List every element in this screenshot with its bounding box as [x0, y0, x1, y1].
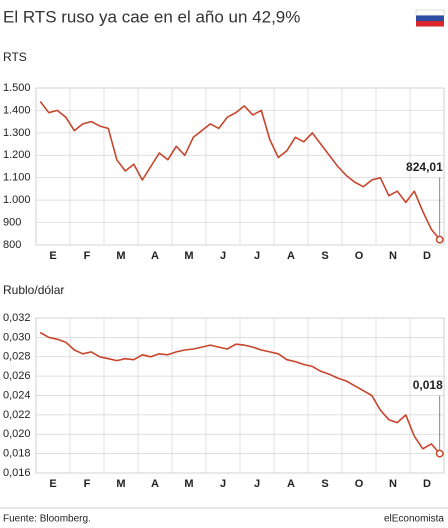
y-tick-label: 0,032: [3, 312, 31, 324]
y-tick-label: 1.200: [3, 149, 31, 161]
x-tick-label: M: [184, 250, 193, 262]
x-tick-label: O: [355, 478, 364, 490]
annotation-label: 0,018: [413, 378, 443, 392]
y-tick-label: 0,022: [3, 409, 31, 421]
y-tick-label: 0,026: [3, 370, 31, 382]
y-tick-label: 900: [3, 216, 21, 228]
x-tick-label: A: [287, 478, 295, 490]
x-tick-label: M: [116, 250, 125, 262]
x-tick-label: N: [389, 250, 397, 262]
y-tick-label: 0,020: [3, 428, 31, 440]
y-tick-label: 1.400: [3, 104, 31, 116]
chart-subtitle: RTS: [3, 50, 27, 64]
y-tick-label: 1.500: [3, 82, 31, 94]
x-tick-label: N: [389, 478, 397, 490]
annotation-label: 824,01: [406, 160, 443, 174]
x-tick-label: E: [49, 478, 56, 490]
x-tick-label: S: [321, 250, 328, 262]
y-tick-label: 0,018: [3, 448, 31, 460]
y-tick-label: 800: [3, 239, 21, 251]
y-tick-label: 1.100: [3, 172, 31, 184]
x-tick-label: A: [151, 250, 159, 262]
x-tick-label: A: [287, 250, 295, 262]
x-tick-label: D: [423, 478, 431, 490]
x-tick-label: A: [151, 478, 159, 490]
x-tick-label: M: [116, 478, 125, 490]
y-tick-label: 1.000: [3, 194, 31, 206]
end-marker: [435, 235, 444, 244]
y-tick-label: 0,028: [3, 351, 31, 363]
end-marker: [435, 449, 444, 458]
data-line: [39, 331, 441, 455]
y-tick-label: 1.300: [3, 127, 31, 139]
x-tick-label: J: [220, 478, 226, 490]
x-tick-label: J: [254, 250, 260, 262]
y-tick-label: 0,024: [3, 389, 31, 401]
source: Fuente: Bloomberg.: [3, 514, 91, 525]
x-tick-label: J: [254, 478, 260, 490]
y-tick-label: 0,016: [3, 467, 31, 479]
x-tick-label: F: [84, 250, 91, 262]
chart-subtitle: Rublo/dólar: [3, 283, 64, 297]
x-tick-label: S: [321, 478, 328, 490]
x-tick-label: F: [84, 478, 91, 490]
brand: elEconomista: [384, 514, 444, 525]
x-tick-label: E: [49, 250, 56, 262]
page-title: El RTS ruso ya cae en el año un 42,9%: [3, 7, 300, 26]
flag: [415, 9, 445, 27]
x-tick-label: D: [423, 250, 431, 262]
data-line: [39, 101, 441, 241]
x-tick-label: J: [220, 250, 226, 262]
y-tick-label: 0,030: [3, 331, 31, 343]
x-tick-label: O: [355, 250, 364, 262]
x-tick-label: M: [184, 478, 193, 490]
